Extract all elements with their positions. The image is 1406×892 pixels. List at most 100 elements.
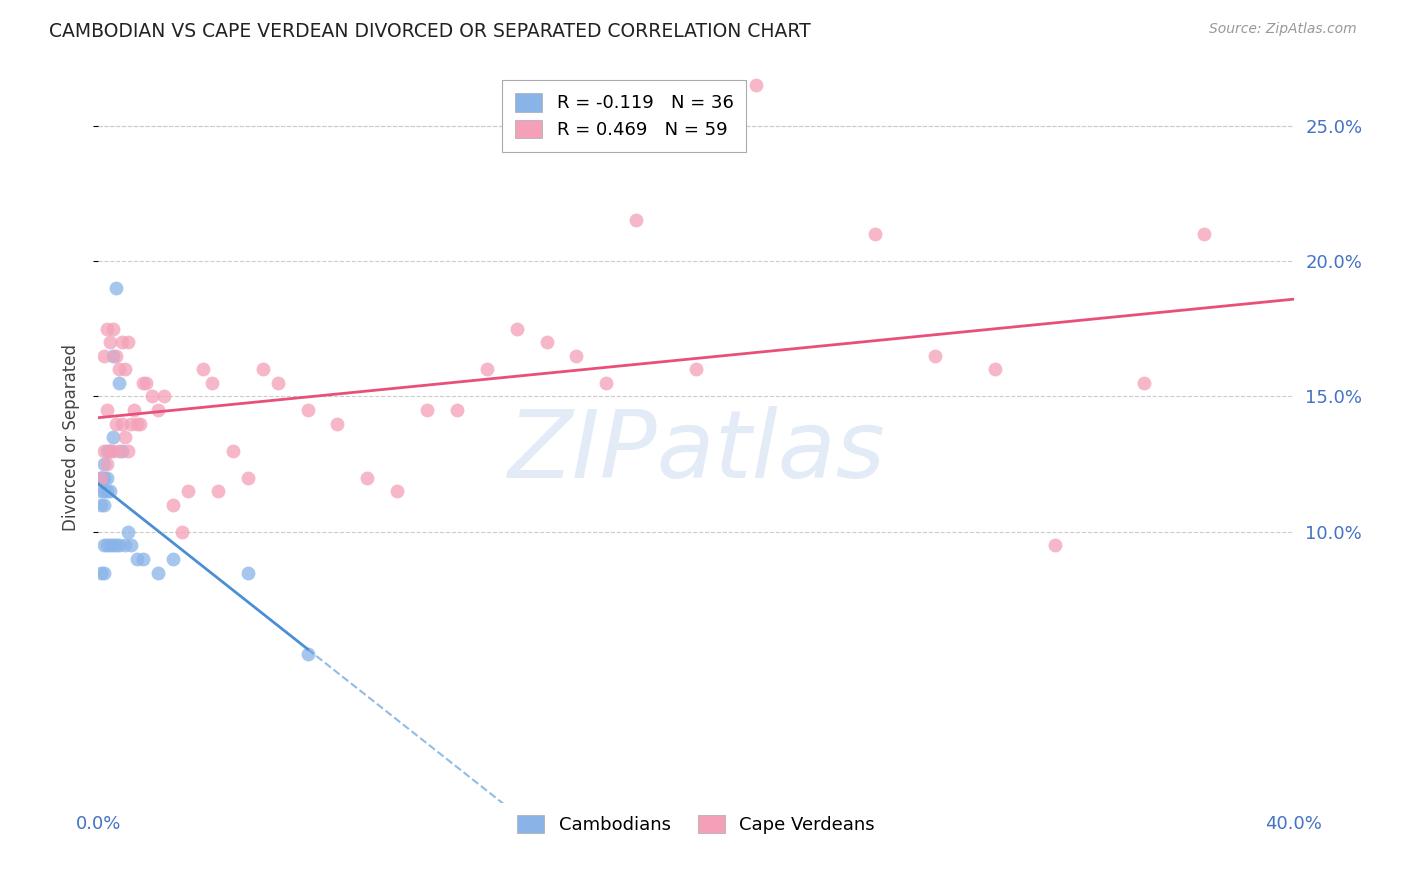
- Point: [446, 403, 468, 417]
- Point: [191, 362, 214, 376]
- Point: [114, 362, 136, 376]
- Point: [297, 403, 319, 417]
- Point: [98, 443, 122, 458]
- Point: [536, 335, 558, 350]
- Point: [96, 471, 118, 485]
- Point: [120, 417, 142, 431]
- Point: [141, 389, 163, 403]
- Point: [236, 566, 259, 580]
- Point: [326, 417, 349, 431]
- Point: [111, 417, 134, 431]
- Point: [111, 443, 134, 458]
- Point: [148, 566, 170, 580]
- Point: [865, 227, 887, 241]
- Point: [90, 484, 112, 499]
- Point: [98, 484, 122, 499]
- Point: [117, 524, 139, 539]
- Point: [207, 484, 229, 499]
- Point: [153, 389, 176, 403]
- Point: [416, 403, 439, 417]
- Point: [103, 538, 125, 552]
- Point: [90, 471, 112, 485]
- Point: [93, 566, 115, 580]
- Point: [297, 647, 319, 661]
- Point: [117, 443, 139, 458]
- Point: [685, 362, 707, 376]
- Point: [114, 430, 136, 444]
- Point: [108, 443, 131, 458]
- Point: [93, 471, 115, 485]
- Point: [96, 322, 118, 336]
- Point: [93, 498, 115, 512]
- Point: [252, 362, 274, 376]
- Point: [90, 471, 112, 485]
- Point: [108, 538, 131, 552]
- Point: [93, 349, 115, 363]
- Point: [626, 213, 648, 227]
- Point: [124, 403, 146, 417]
- Point: [105, 349, 128, 363]
- Text: ZIPatlas: ZIPatlas: [508, 406, 884, 497]
- Point: [172, 524, 194, 539]
- Point: [132, 376, 155, 390]
- Point: [103, 443, 125, 458]
- Point: [103, 349, 125, 363]
- Point: [111, 335, 134, 350]
- Point: [132, 552, 155, 566]
- Point: [1133, 376, 1156, 390]
- Point: [127, 552, 149, 566]
- Point: [595, 376, 617, 390]
- Point: [108, 376, 131, 390]
- Point: [222, 443, 245, 458]
- Point: [98, 335, 122, 350]
- Text: CAMBODIAN VS CAPE VERDEAN DIVORCED OR SEPARATED CORRELATION CHART: CAMBODIAN VS CAPE VERDEAN DIVORCED OR SE…: [49, 22, 811, 41]
- Point: [475, 362, 498, 376]
- Point: [162, 498, 184, 512]
- Point: [120, 538, 142, 552]
- Point: [108, 362, 131, 376]
- Point: [98, 443, 122, 458]
- Point: [93, 457, 115, 471]
- Legend: Cambodians, Cape Verdeans: Cambodians, Cape Verdeans: [506, 804, 886, 845]
- Point: [236, 471, 259, 485]
- Point: [105, 281, 128, 295]
- Point: [162, 552, 184, 566]
- Point: [129, 417, 152, 431]
- Point: [93, 484, 115, 499]
- Point: [93, 443, 115, 458]
- Point: [105, 538, 128, 552]
- Point: [117, 335, 139, 350]
- Point: [127, 417, 149, 431]
- Point: [201, 376, 224, 390]
- Point: [984, 362, 1007, 376]
- Point: [745, 78, 768, 92]
- Point: [385, 484, 409, 499]
- Point: [114, 538, 136, 552]
- Point: [98, 538, 122, 552]
- Point: [924, 349, 946, 363]
- Point: [96, 484, 118, 499]
- Point: [96, 403, 118, 417]
- Point: [267, 376, 290, 390]
- Point: [1192, 227, 1215, 241]
- Point: [90, 566, 112, 580]
- Point: [96, 457, 118, 471]
- Point: [506, 322, 529, 336]
- Point: [96, 443, 118, 458]
- Point: [93, 538, 115, 552]
- Point: [356, 471, 378, 485]
- Point: [105, 417, 128, 431]
- Point: [90, 498, 112, 512]
- Point: [1043, 538, 1066, 552]
- Point: [135, 376, 157, 390]
- Text: Source: ZipAtlas.com: Source: ZipAtlas.com: [1209, 22, 1357, 37]
- Point: [90, 471, 112, 485]
- Point: [103, 322, 125, 336]
- Y-axis label: Divorced or Separated: Divorced or Separated: [62, 343, 80, 531]
- Point: [565, 349, 588, 363]
- Point: [148, 403, 170, 417]
- Point: [96, 538, 118, 552]
- Point: [103, 430, 125, 444]
- Point: [90, 471, 112, 485]
- Point: [177, 484, 200, 499]
